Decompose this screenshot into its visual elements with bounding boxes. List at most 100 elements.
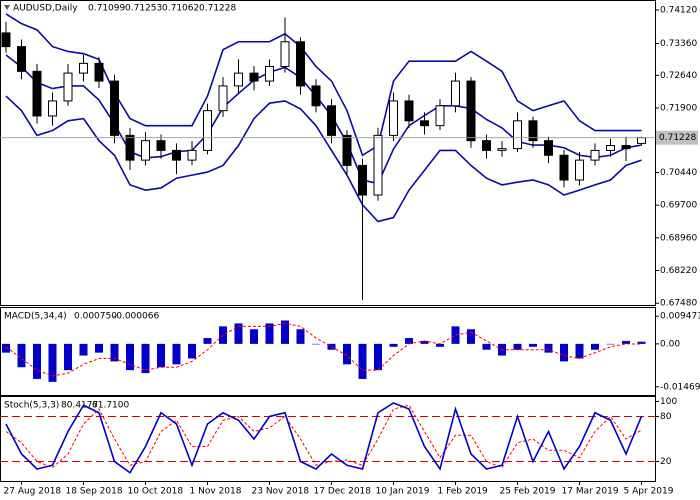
y-tick-label: 0.68220 [660, 266, 697, 276]
candle-body [420, 120, 429, 127]
macd-bar [482, 343, 491, 350]
macd-bar [48, 343, 57, 382]
macd-bar [79, 343, 88, 356]
x-tick-label: 10 Jan 2019 [376, 487, 430, 497]
macd-bar [64, 343, 72, 371]
macd-panel [0, 307, 656, 396]
macd-bar [17, 343, 26, 368]
y-tick-label: 0.73360 [660, 39, 697, 49]
y-tick-label: -0.014696 [660, 382, 700, 392]
x-tick-label: 25 Feb 2019 [500, 487, 556, 497]
macd-bar [544, 343, 553, 353]
x-tick-label: 1 Nov 2018 [190, 487, 242, 497]
macd-bar [622, 340, 630, 344]
x-tick-label: 5 Apr 2019 [624, 487, 674, 497]
candle-body [466, 80, 476, 142]
y-tick-label: 0.70440 [660, 168, 697, 178]
candle-body [79, 62, 88, 74]
candle-body [528, 120, 538, 142]
x-tick-label: 27 Aug 2018 [4, 487, 62, 497]
macd-bar [281, 320, 289, 344]
candle-body [203, 110, 212, 151]
candle-body [48, 100, 57, 117]
stoch-main-value: 80.4177 [61, 401, 98, 411]
candle-body [234, 72, 243, 87]
panel-title: Stoch(5,3,3) [4, 401, 59, 411]
symbol-icon [4, 5, 10, 10]
header-close: 0.71228 [199, 4, 236, 14]
macd-bar [591, 343, 599, 350]
candle-body [637, 137, 646, 144]
macd-bar [33, 343, 41, 379]
stoch-panel [0, 396, 656, 482]
macd-bar [343, 343, 351, 365]
y-tick-label: 20 [660, 457, 672, 467]
macd-bar [436, 343, 444, 347]
macd-bar [95, 343, 103, 353]
y-tick-label: 0.68960 [660, 233, 697, 243]
candle-body [187, 149, 197, 161]
last-price-label: 0.71228 [659, 133, 696, 143]
macd-bar [296, 329, 305, 344]
macd-bar [2, 343, 10, 353]
macd-bar [405, 338, 413, 344]
macd-bar [451, 326, 460, 344]
macd-bar [637, 341, 646, 344]
x-tick-label: 1 Feb 2019 [438, 487, 489, 497]
candle-body [389, 100, 398, 136]
macd-bar [575, 343, 584, 359]
candle-body [296, 41, 305, 87]
chart-title: AUDUSD,Daily [13, 4, 78, 14]
candle-body [358, 164, 367, 196]
candle-body [435, 105, 445, 127]
signal-value: -0.000066 [113, 312, 159, 322]
candle-body [544, 140, 553, 156]
x-tick-label: 18 Sep 2018 [66, 487, 123, 497]
macd-bar [420, 340, 429, 344]
candle-body [451, 80, 460, 107]
macd-bar [529, 343, 537, 347]
candle-body [404, 100, 414, 122]
y-tick-label: 100 [660, 397, 677, 407]
candle-body [172, 149, 181, 161]
candle-body [1, 32, 11, 48]
x-tick-label: 10 Oct 2018 [128, 487, 184, 497]
stoch-main [5, 402, 643, 474]
candle-body [110, 80, 119, 136]
macd-bar [513, 343, 522, 350]
candle-body [342, 134, 352, 166]
macd-bar [126, 343, 134, 371]
macd-bar [312, 343, 320, 345]
candle-body [125, 134, 135, 161]
macd-bar [467, 329, 475, 344]
x-tick-label: 17 Mar 2019 [562, 487, 619, 497]
macd-bar [157, 343, 165, 368]
macd-bar [374, 343, 382, 371]
header-open: 0.71099 [88, 4, 125, 14]
macd-bar [110, 343, 119, 362]
candle-body [94, 62, 104, 82]
header-low: 0.71062 [162, 4, 199, 14]
macd-bar [358, 343, 367, 379]
header-high: 0.71253 [125, 4, 162, 14]
candle-body [63, 72, 73, 102]
candle-body [156, 140, 166, 151]
macd-bar [141, 343, 150, 374]
candle-body [559, 154, 569, 181]
stoch-signal-value: 61.7100 [92, 401, 129, 411]
candle-body [280, 41, 290, 67]
candle-body [621, 145, 631, 150]
main-panel [0, 0, 656, 306]
candle-body [575, 159, 584, 181]
panel-title: MACD(5,34,4) [4, 312, 67, 322]
candle-body [249, 72, 259, 82]
candle-body [265, 65, 274, 82]
macd-bar [606, 343, 615, 345]
last-price-box [656, 130, 698, 145]
y-tick-label: 0.00 [660, 339, 680, 349]
y-tick-label: 80 [660, 412, 672, 422]
candle-body [590, 149, 600, 161]
macd-bar [234, 323, 243, 344]
candle-body [311, 85, 321, 107]
